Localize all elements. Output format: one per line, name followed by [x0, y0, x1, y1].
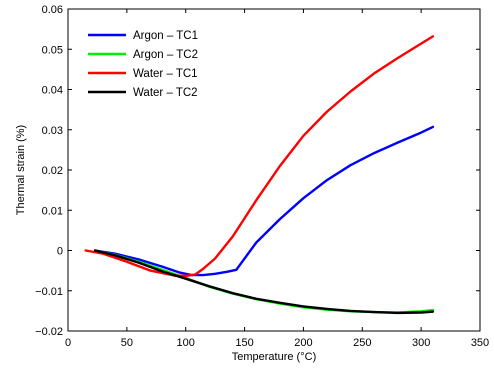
y-tick-label: 0.02 — [42, 165, 63, 177]
legend-box — [78, 19, 212, 101]
axis-ticks — [67, 8, 481, 332]
y-tick-label: 0.04 — [42, 85, 63, 97]
x-tick-label: 250 — [353, 337, 371, 349]
legend-label-argon-tc1: Argon – TC1 — [133, 30, 198, 42]
x-tick-label: 200 — [294, 337, 312, 349]
series-line-water-tc2 — [93, 249, 435, 315]
series-line-argon-tc1 — [93, 125, 435, 277]
legend-label-argon-tc2: Argon – TC2 — [133, 49, 198, 61]
y-tick-label: 0.01 — [42, 205, 63, 217]
y-axis-label: Thermal strain (%) — [15, 125, 27, 215]
x-tick-label: 350 — [471, 337, 489, 349]
x-tick-label: 50 — [121, 337, 133, 349]
y-tick-label: 0 — [57, 246, 63, 258]
legend: Argon – TC1 Argon – TC2 Water – TC1 Water –… — [78, 19, 212, 101]
x-tick-label: 150 — [235, 337, 253, 349]
x-tick-label: 0 — [65, 337, 71, 349]
x-tick-label: 300 — [412, 337, 430, 349]
y-tick-label: 0.06 — [42, 4, 63, 16]
y-tick-label: 0.05 — [42, 44, 63, 56]
y-tick-label: −0.01 — [35, 286, 63, 298]
y-tick-label: −0.02 — [35, 326, 63, 338]
y-tick-labels: −0.02 −0.01 0 0.01 0.02 0.03 0.04 0.05 0.06 — [35, 4, 63, 338]
x-axis-label: Temperature (°C) — [232, 351, 316, 363]
y-tick-label: 0.03 — [42, 125, 63, 137]
x-tick-labels: 0 50 100 150 200 250 300 350 — [65, 337, 489, 349]
series-lines — [84, 35, 435, 315]
legend-label-water-tc2: Water – TC2 — [133, 87, 198, 99]
legend-label-water-tc1: Water – TC1 — [133, 68, 198, 80]
series-line-water-tc1 — [84, 35, 435, 278]
x-tick-label: 100 — [177, 337, 195, 349]
